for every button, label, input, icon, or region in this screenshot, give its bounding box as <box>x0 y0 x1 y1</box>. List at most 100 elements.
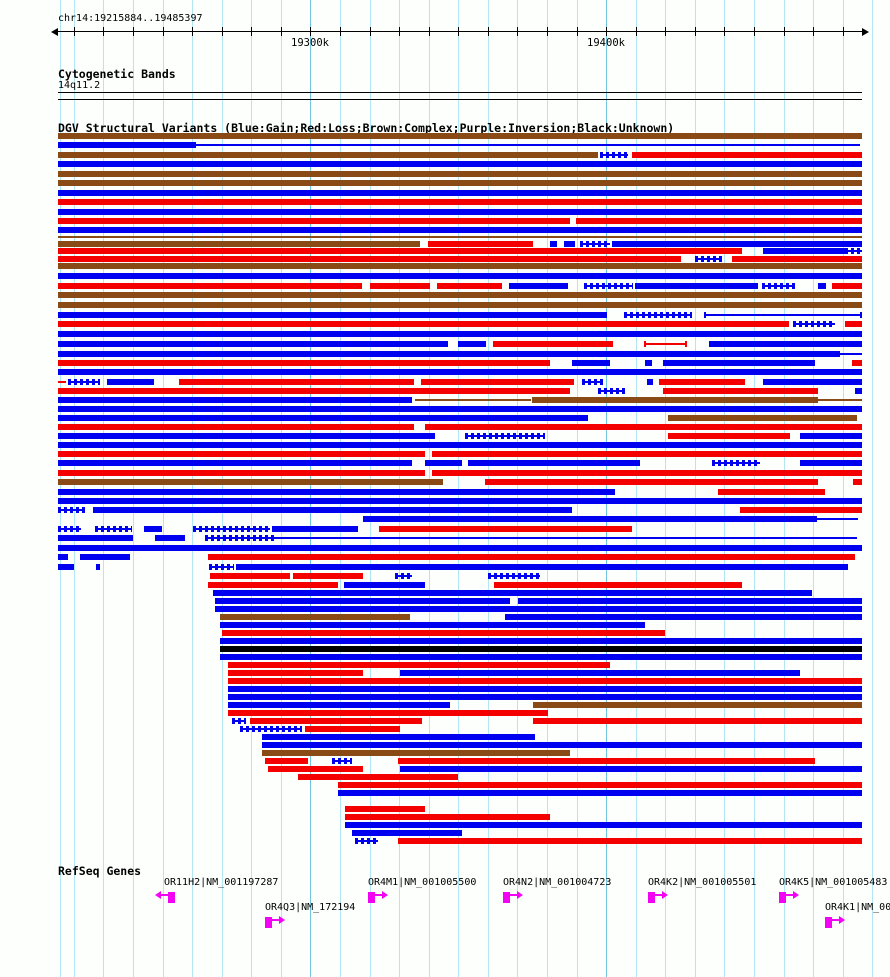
gene-marker[interactable] <box>368 891 388 903</box>
variant-bar[interactable] <box>58 535 133 541</box>
variant-bar[interactable] <box>718 489 825 495</box>
variant-bar[interactable] <box>398 838 862 844</box>
variant-exon-bar[interactable] <box>68 379 100 385</box>
variant-bar[interactable] <box>370 283 430 289</box>
variant-exon-bar[interactable] <box>58 526 81 532</box>
variant-bar[interactable] <box>58 241 420 247</box>
variant-bar[interactable] <box>763 379 862 385</box>
variant-bar[interactable] <box>58 312 607 318</box>
variant-bar[interactable] <box>58 424 414 430</box>
variant-bar[interactable] <box>668 415 857 421</box>
variant-bar[interactable] <box>58 564 74 570</box>
variant-bar[interactable] <box>58 321 789 327</box>
variant-bar[interactable] <box>533 718 862 724</box>
variant-bar[interactable] <box>428 241 533 247</box>
variant-bar[interactable] <box>855 388 862 394</box>
variant-bar[interactable] <box>58 256 681 262</box>
gene-marker[interactable] <box>155 891 177 903</box>
variant-bar[interactable] <box>458 341 486 347</box>
variant-bar[interactable] <box>220 638 862 644</box>
variant-bar[interactable] <box>800 433 862 439</box>
variant-bar[interactable] <box>208 554 855 560</box>
gene-marker[interactable] <box>503 891 523 903</box>
variant-exon-bar[interactable] <box>95 526 132 532</box>
gene-marker[interactable] <box>648 891 668 903</box>
variant-bar[interactable] <box>228 670 363 676</box>
variant-bar[interactable] <box>58 248 742 254</box>
variant-bar[interactable] <box>58 273 862 279</box>
variant-exon-bar[interactable] <box>793 321 835 327</box>
variant-bar[interactable] <box>58 545 862 551</box>
variant-bar[interactable] <box>550 241 557 247</box>
variant-bar[interactable] <box>345 822 862 828</box>
variant-bar[interactable] <box>572 360 610 366</box>
variant-bar[interactable] <box>262 734 535 740</box>
variant-bar[interactable] <box>533 702 862 708</box>
variant-exon-bar[interactable] <box>58 507 85 513</box>
variant-bar[interactable] <box>58 263 862 269</box>
variant-bar[interactable] <box>432 451 862 457</box>
variant-bar[interactable] <box>800 460 862 466</box>
variant-bar[interactable] <box>58 218 570 224</box>
variant-bar[interactable] <box>250 718 422 724</box>
variant-bar[interactable] <box>58 470 425 476</box>
variant-bar[interactable] <box>58 292 862 298</box>
variant-bar[interactable] <box>220 614 410 620</box>
variant-bar[interactable] <box>265 758 308 764</box>
variant-bar[interactable] <box>494 582 742 588</box>
variant-exon-bar[interactable] <box>240 726 302 732</box>
variant-bar[interactable] <box>763 248 845 254</box>
variant-bar[interactable] <box>228 678 862 684</box>
variant-bar[interactable] <box>220 622 645 628</box>
variant-bar[interactable] <box>344 582 425 588</box>
variant-bar[interactable] <box>421 379 574 385</box>
variant-bar[interactable] <box>345 814 550 820</box>
variant-bar[interactable] <box>58 283 362 289</box>
variant-bar[interactable] <box>740 507 862 513</box>
variant-exon-bar[interactable] <box>845 248 862 254</box>
gene-marker[interactable] <box>825 916 845 928</box>
gene-exon-box[interactable] <box>503 892 510 903</box>
variant-bar[interactable] <box>432 470 862 476</box>
variant-exon-bar[interactable] <box>695 256 722 262</box>
variant-bar[interactable] <box>379 526 632 532</box>
variant-bar[interactable] <box>400 670 800 676</box>
gene-exon-box[interactable] <box>265 917 272 928</box>
variant-bar[interactable] <box>845 321 862 327</box>
variant-bar[interactable] <box>58 479 443 485</box>
variant-bar[interactable] <box>58 227 862 233</box>
variant-bar[interactable] <box>58 302 862 308</box>
gene-exon-box[interactable] <box>779 892 786 903</box>
variant-bar[interactable] <box>668 433 790 439</box>
variant-exon-bar[interactable] <box>712 460 760 466</box>
variant-bar[interactable] <box>107 379 154 385</box>
variant-bar[interactable] <box>58 351 840 357</box>
variant-bar[interactable] <box>58 190 862 196</box>
variant-exon-bar[interactable] <box>395 573 412 579</box>
variant-bar[interactable] <box>58 554 68 560</box>
variant-bar[interactable] <box>228 662 610 668</box>
variant-bar[interactable] <box>732 256 862 262</box>
variant-bar[interactable] <box>58 133 862 139</box>
variant-bar[interactable] <box>58 209 862 215</box>
gene-exon-box[interactable] <box>168 892 175 903</box>
variant-bar[interactable] <box>58 199 862 205</box>
variant-bar[interactable] <box>58 489 615 495</box>
variant-bar[interactable] <box>338 790 862 796</box>
variant-bar[interactable] <box>262 742 862 748</box>
variant-bar[interactable] <box>262 750 570 756</box>
variant-exon-bar[interactable] <box>600 152 628 158</box>
variant-bar[interactable] <box>659 379 745 385</box>
variant-bar[interactable] <box>852 360 862 366</box>
variant-exon-bar[interactable] <box>355 838 378 844</box>
variant-exon-bar[interactable] <box>232 718 246 724</box>
variant-bar[interactable] <box>564 241 575 247</box>
variant-bar[interactable] <box>222 630 665 636</box>
variant-bar[interactable] <box>228 694 862 700</box>
variant-bar[interactable] <box>58 360 550 366</box>
variant-bar[interactable] <box>468 460 640 466</box>
variant-bar[interactable] <box>632 152 862 158</box>
variant-bar[interactable] <box>363 516 817 522</box>
variant-bar[interactable] <box>93 507 572 513</box>
gene-exon-box[interactable] <box>368 892 375 903</box>
